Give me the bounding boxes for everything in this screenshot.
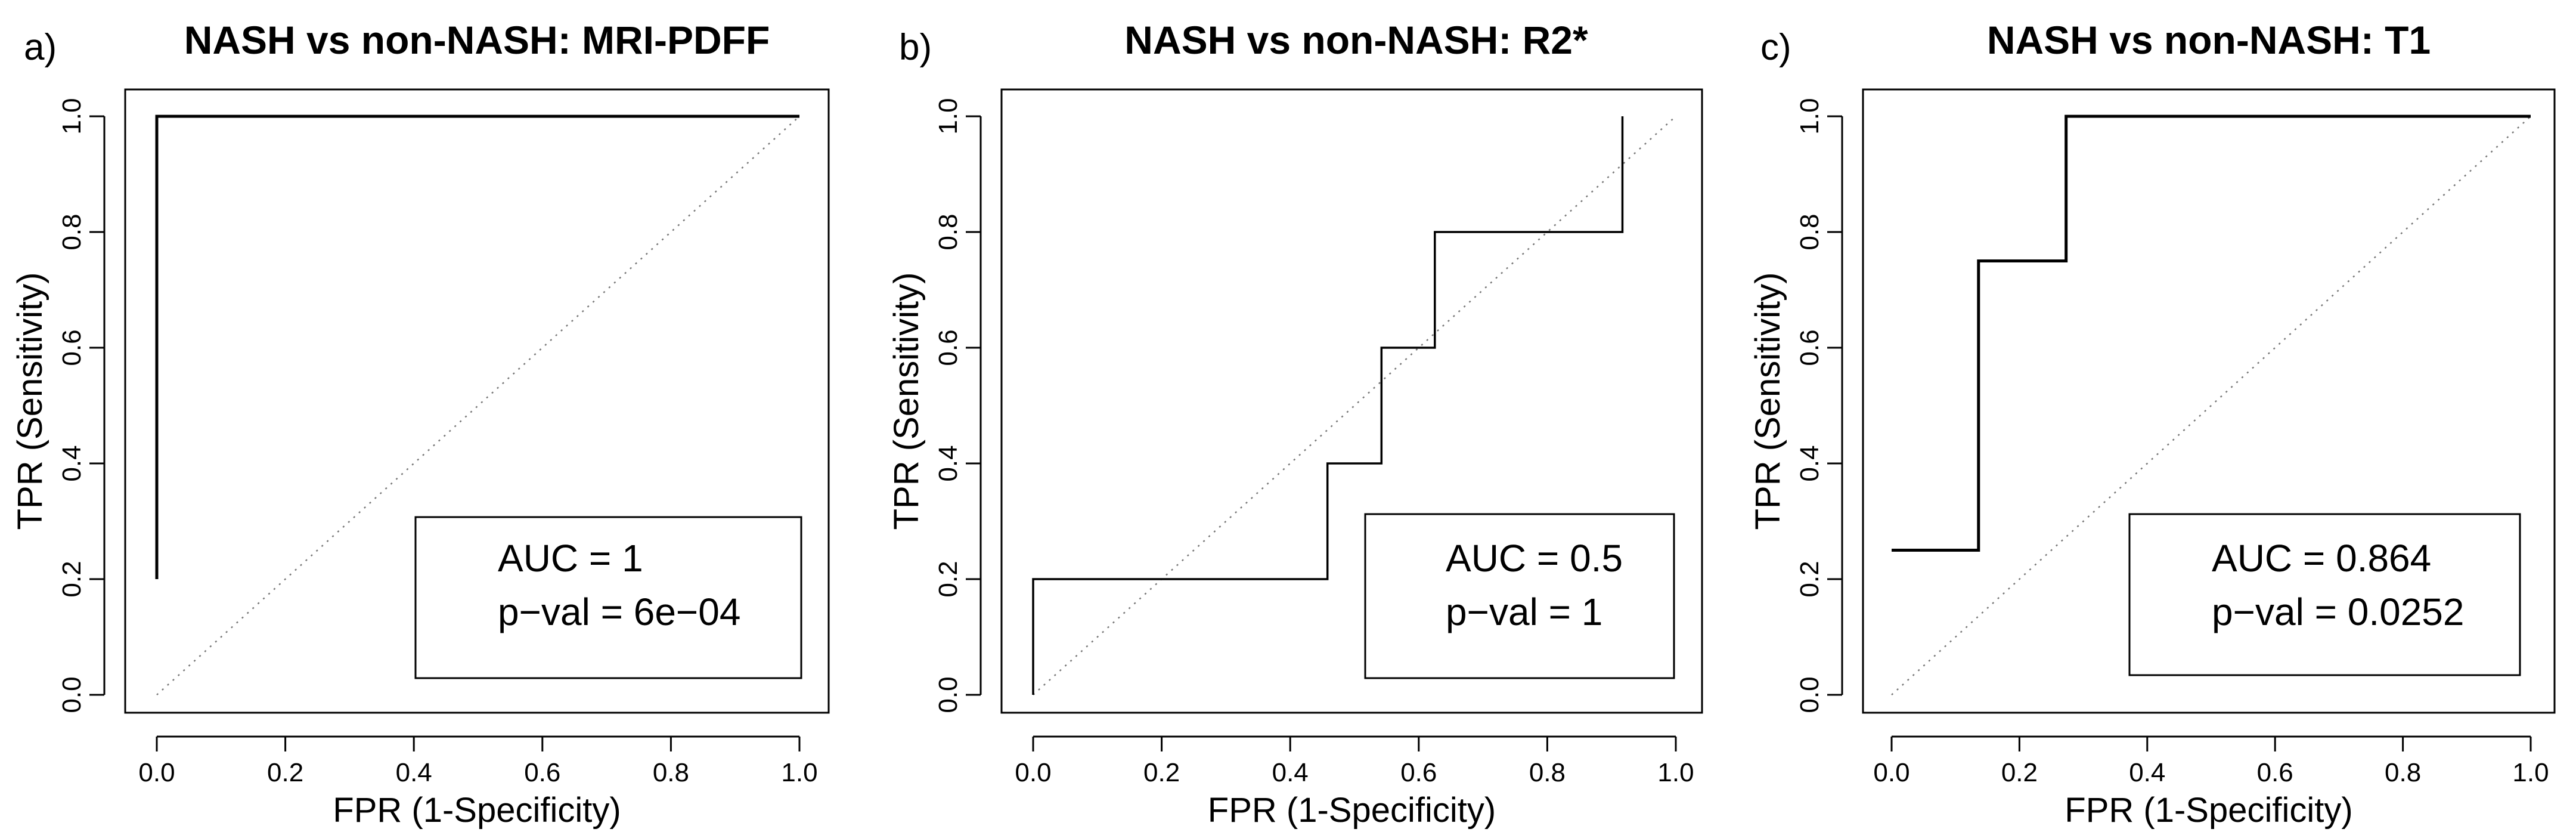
panel-1-y-tick-label: 0.0 <box>57 676 86 713</box>
panel-1-y-tick-label: 0.8 <box>57 214 86 250</box>
panel-2-x-tick-label: 0.8 <box>1529 758 1566 787</box>
panel-2-reference-diagonal <box>1033 116 1676 695</box>
panel-1-auc-text: AUC = 1 <box>498 537 643 580</box>
panel-3-legend-box <box>2128 513 2521 676</box>
panel-3-y-tick-label: 1.0 <box>1795 98 1824 134</box>
panel-2-roc-curve <box>1032 116 1624 695</box>
panel-3-title: NASH vs non-NASH: T1 <box>1987 18 2431 62</box>
panel-3-x-tick-label: 0.2 <box>2001 758 2038 787</box>
panel-3-y-tick-label: 0.6 <box>1795 329 1824 366</box>
panel-2-x-tick-label: 0.4 <box>1272 758 1309 787</box>
panel-1-y-tick-label: 1.0 <box>57 98 86 134</box>
panel-1-x-tick-label: 0.2 <box>267 758 303 787</box>
panel-2-legend-box <box>1364 513 1675 679</box>
panel-1-y-tick-label: 0.6 <box>57 329 86 366</box>
panel-2-y-tick-label: 0.6 <box>934 329 963 366</box>
panel-3-x-tick-label: 0.8 <box>2385 758 2421 787</box>
panel-1-roc-curve <box>155 115 799 579</box>
panel-1-y-tick-label: 0.2 <box>57 561 86 597</box>
panel-3-x-tick-label: 0.4 <box>2129 758 2165 787</box>
panel-1-pval-text: p−val = 6e−04 <box>498 590 740 633</box>
panel-2-label: b) <box>899 27 932 68</box>
panel-3-roc-curve <box>1892 115 2531 552</box>
panel-3-x-tick-label: 1.0 <box>2512 758 2549 787</box>
panel-1-x-axis-label: FPR (1-Specificity) <box>333 791 621 830</box>
panel-2-plot-frame <box>1000 88 1703 714</box>
panel-3-pval-text: p−val = 0.0252 <box>2212 590 2464 633</box>
panel-2-auc-text: AUC = 0.5 <box>1446 537 1623 580</box>
panel-2-x-tick-label: 0.6 <box>1400 758 1437 787</box>
panel-2-y-tick-label: 0.0 <box>934 676 963 713</box>
panel-1-y-tick-label: 0.4 <box>57 445 86 481</box>
panel-3-reference-diagonal <box>1891 116 2531 695</box>
panel-3-x-tick-label: 0.0 <box>1873 758 1909 787</box>
panel-1-y-axis-label: TPR (Sensitivity) <box>11 273 49 530</box>
panel-2-x-tick-label: 0.0 <box>1015 758 1051 787</box>
panel-1-plot-frame <box>124 88 830 714</box>
panel-3-auc-text: AUC = 0.864 <box>2212 537 2431 580</box>
panel-2-y-axis-label: TPR (Sensitivity) <box>887 273 926 530</box>
panel-1-x-tick-label: 1.0 <box>781 758 817 787</box>
panel-3-y-tick-label: 0.8 <box>1795 214 1824 250</box>
panel-2-pval-text: p−val = 1 <box>1446 590 1602 633</box>
panel-1-x-tick-label: 0.0 <box>138 758 175 787</box>
panel-1-reference-diagonal <box>156 116 800 695</box>
panel-2-title: NASH vs non-NASH: R2* <box>1124 18 1588 62</box>
panel-1-label: a) <box>24 27 57 68</box>
panel-2-y-tick-label: 0.4 <box>934 445 963 481</box>
panel-1-x-tick-label: 0.4 <box>396 758 432 787</box>
panel-2-x-axis-label: FPR (1-Specificity) <box>1208 791 1496 830</box>
panel-2-x-tick-label: 1.0 <box>1657 758 1694 787</box>
panel-1-legend-box <box>414 516 802 679</box>
panel-1-x-tick-label: 0.8 <box>653 758 689 787</box>
panel-3-y-tick-label: 0.2 <box>1795 561 1824 597</box>
panel-3-label: c) <box>1760 27 1791 68</box>
panel-1-title: NASH vs non-NASH: MRI-PDFF <box>184 18 770 62</box>
panel-2-y-tick-label: 0.2 <box>934 561 963 597</box>
panel-2-y-tick-label: 0.8 <box>934 214 963 250</box>
panel-3-x-axis-label: FPR (1-Specificity) <box>2064 791 2352 830</box>
panel-3-x-tick-label: 0.6 <box>2257 758 2293 787</box>
panel-3-plot-frame <box>1862 88 2556 714</box>
panel-3-y-axis-label: TPR (Sensitivity) <box>1749 273 1787 530</box>
panel-2-x-tick-label: 0.2 <box>1143 758 1180 787</box>
panel-2-y-tick-label: 1.0 <box>934 98 963 134</box>
panel-3-y-tick-label: 0.4 <box>1795 445 1824 481</box>
panel-3-y-tick-label: 0.0 <box>1795 676 1824 713</box>
panel-1-x-tick-label: 0.6 <box>524 758 560 787</box>
